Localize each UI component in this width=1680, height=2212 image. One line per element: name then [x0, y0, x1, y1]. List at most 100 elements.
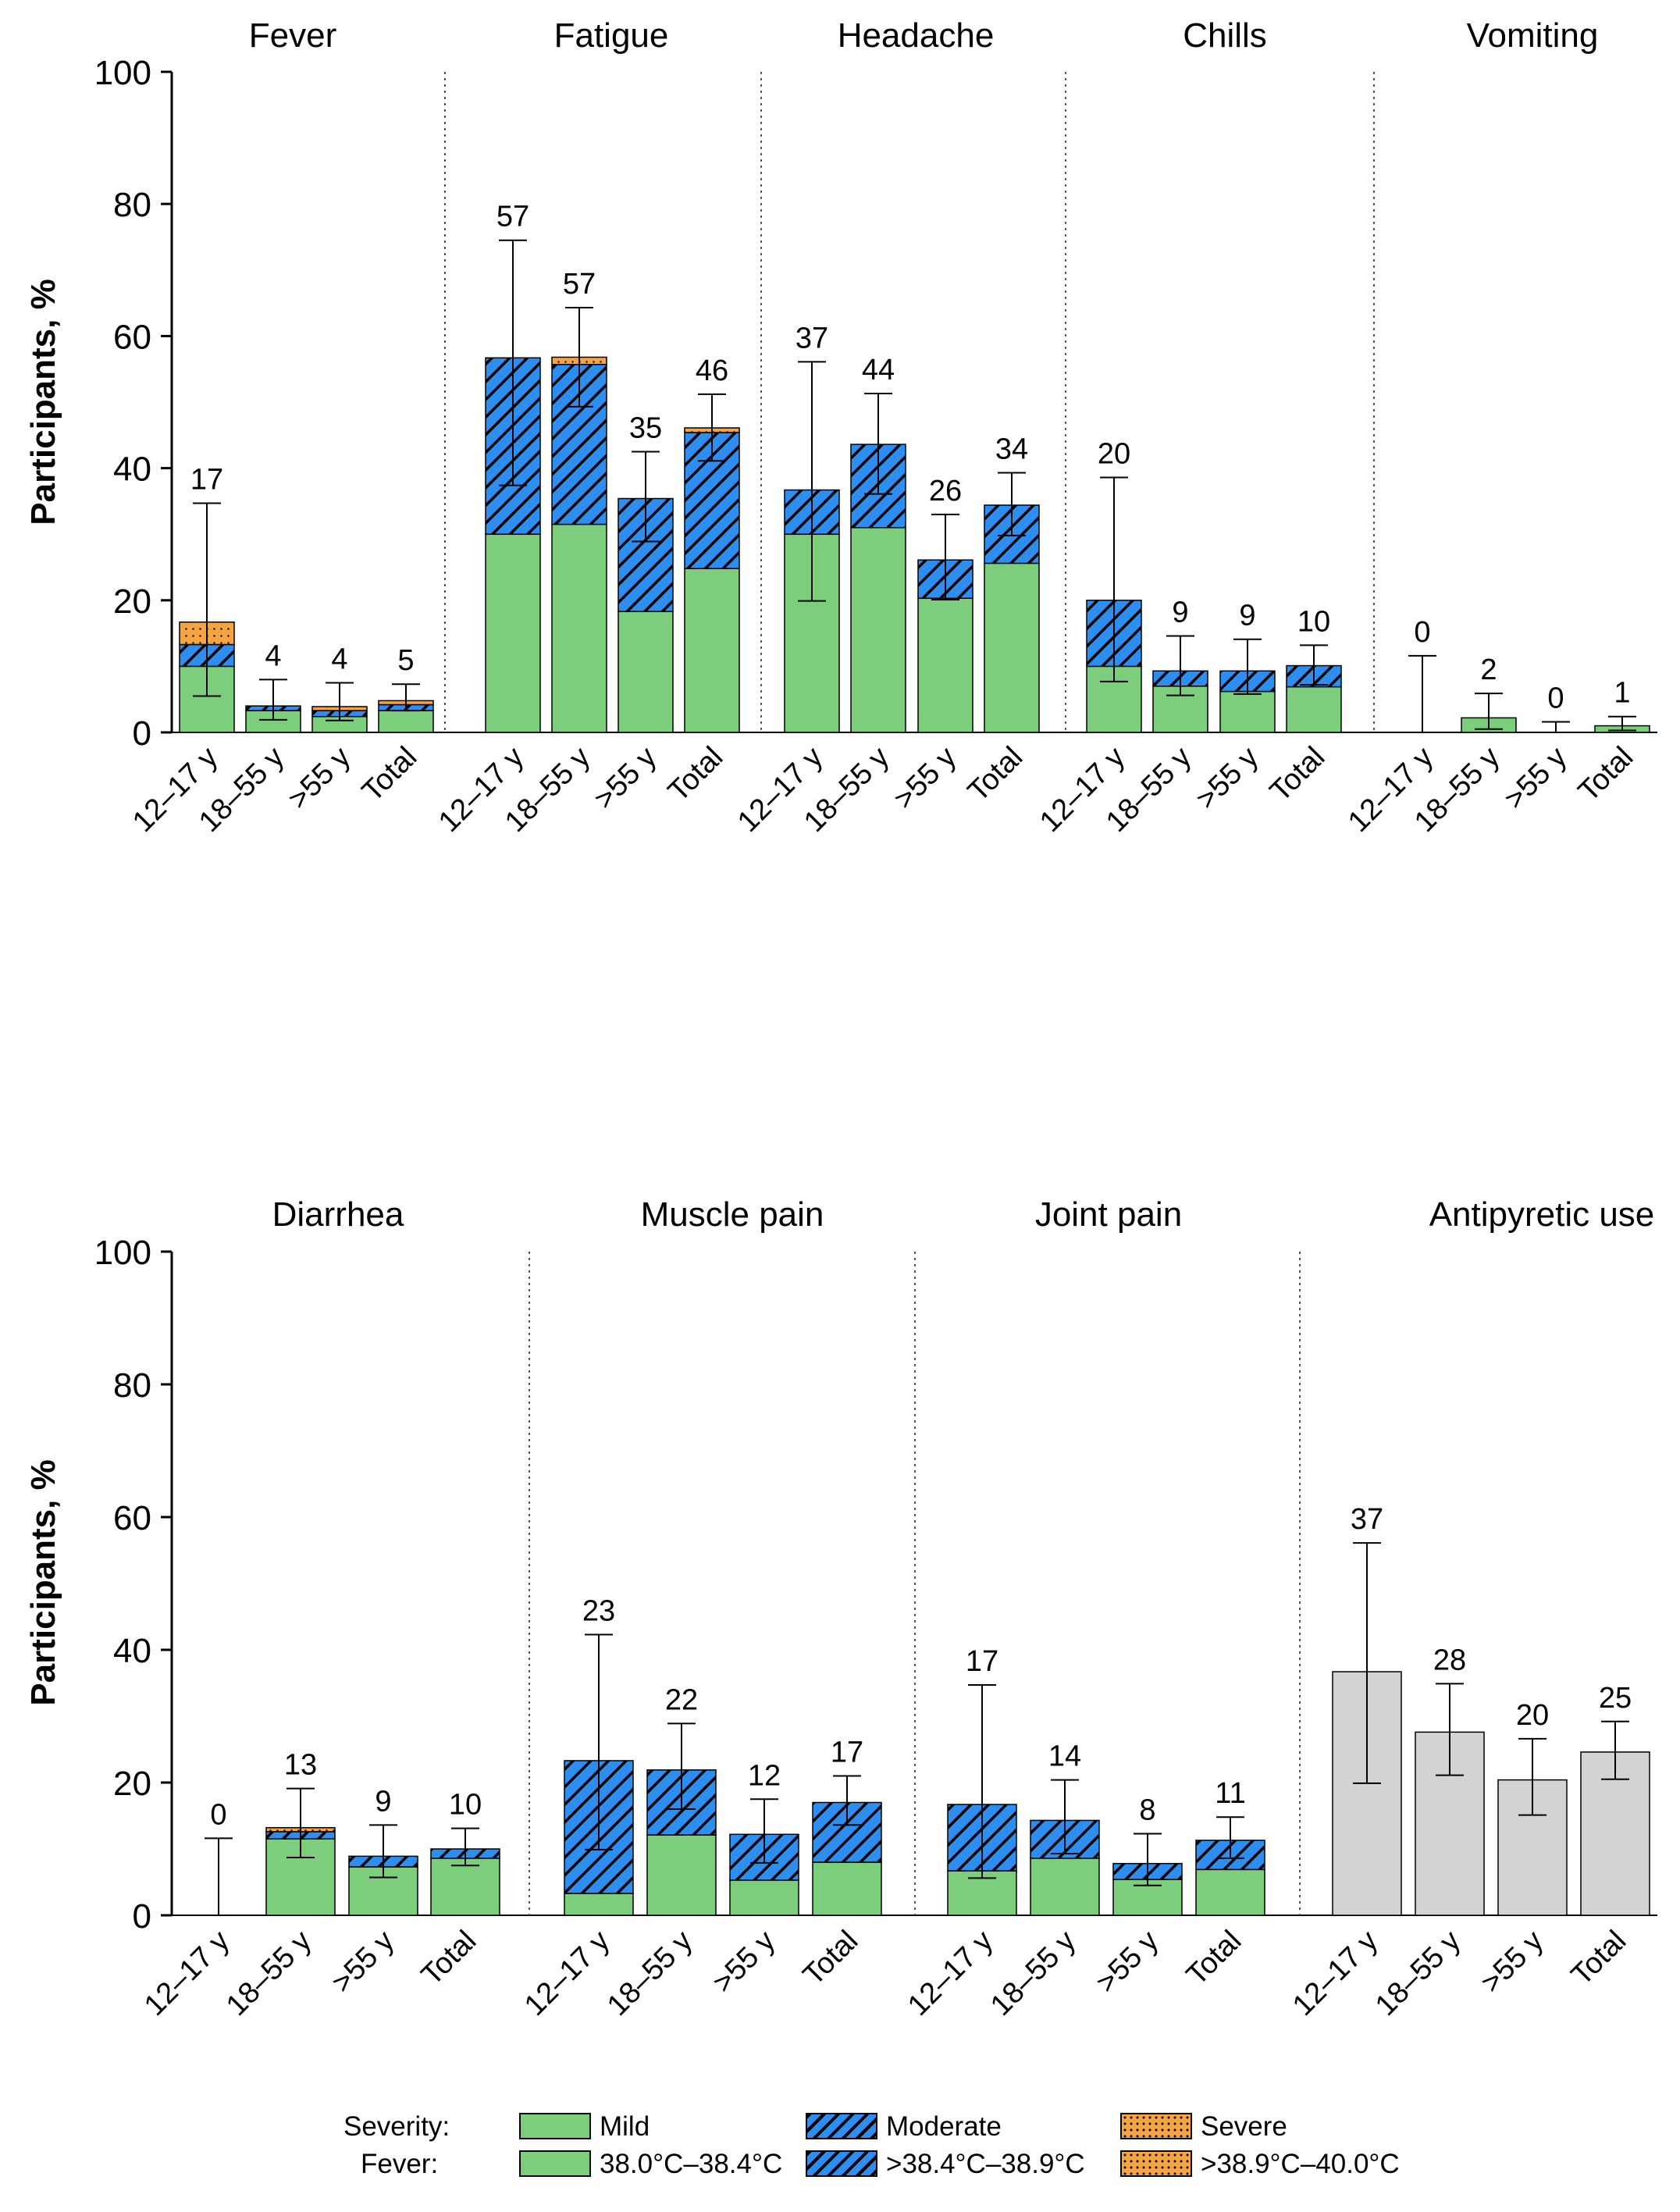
x-tick-label: Total [415, 1925, 482, 1992]
bar-group: 46 Total [662, 354, 740, 808]
group-title: Diarrhea [272, 1195, 404, 1234]
bar-mild [1030, 1858, 1100, 1916]
x-tick-label: Total [1180, 1925, 1248, 1992]
group-title: Headache [838, 16, 995, 55]
data-label: 57 [563, 268, 596, 301]
legend-fever-mild-swatch [519, 2150, 591, 2177]
bar-mild [984, 562, 1040, 733]
data-label: 20 [1098, 437, 1130, 470]
bar-group: 8 >55 y [1090, 1793, 1183, 2000]
bar-group: 9 >55 y [326, 1785, 418, 2000]
x-tick-label: 12–17 y [138, 1925, 236, 2022]
bar-mild [551, 523, 607, 733]
bar-moderate [812, 1801, 882, 1863]
bar-group: 10 Total [1264, 605, 1342, 808]
bar-group: 20 >55 y [1475, 1699, 1568, 2000]
data-label: 1 [1614, 677, 1630, 710]
bar-group: 0 >55 y [1498, 682, 1573, 815]
data-label: 9 [375, 1785, 391, 1818]
bar-mild [564, 1893, 634, 1916]
y-tick-label: 40 [113, 1632, 151, 1670]
data-label: 4 [265, 639, 281, 672]
bar-mild [812, 1861, 882, 1916]
x-tick-label: >55 y [588, 741, 663, 816]
x-tick-label: >55 y [1475, 1925, 1550, 2000]
data-label: 8 [1139, 1793, 1155, 1826]
x-tick-label: Total [662, 741, 729, 808]
bar-group: 218–55 y [1408, 654, 1517, 839]
y-tick-label: 40 [113, 451, 151, 489]
data-label: 20 [1516, 1699, 1549, 1732]
legend-severe-swatch [1120, 2113, 1192, 2139]
data-label: 17 [190, 463, 223, 496]
group-title: Chills [1183, 16, 1267, 55]
bar-mild [378, 710, 434, 733]
data-label: 57 [497, 201, 529, 233]
data-label: 5 [397, 644, 414, 677]
y-axis-title: Participants, % [24, 279, 62, 525]
bar-group: 12 >55 y [707, 1759, 799, 2000]
data-label: 28 [1433, 1644, 1466, 1676]
data-label: 37 [796, 322, 828, 354]
y-tick-label: 80 [113, 1366, 151, 1405]
group-title: Fatigue [554, 16, 669, 55]
y-tick-label: 80 [113, 186, 151, 224]
bar-mild [1195, 1868, 1265, 1916]
data-label: 14 [1048, 1740, 1081, 1773]
group-joint-pain: Joint pain 17 12–17 y 14 18–55 y 8 >55 y 11 Tota… [902, 1195, 1265, 2022]
bar-group: 23 12–17 y [518, 1594, 634, 2022]
y-tick-label: 100 [94, 1234, 151, 1272]
bar-mild [850, 526, 906, 733]
x-tick-label: >55 y [282, 741, 357, 816]
group-diarrhea: Diarrhea 0 12–17 y 13 18–55 y 9 >55 y 10 Total [138, 1195, 500, 2022]
bar-group: 13 18–55 y [220, 1749, 336, 2022]
x-tick-label: >55 y [888, 741, 963, 816]
bar-mild [684, 568, 740, 733]
x-tick-label: 18–55 y [984, 1925, 1082, 2022]
bar-group: 17 Total [797, 1736, 882, 1992]
legend-fever-label: Fever: [361, 2149, 439, 2179]
group-antipyretic-use: Antipyretic use 37 12–17 y 28 18–55 y 20 >55 y… [1287, 1195, 1654, 2022]
legend-mild-text: Mild [600, 2111, 650, 2142]
bar-mild [729, 1879, 799, 1916]
data-label: 10 [449, 1789, 482, 1822]
x-tick-label: Total [1264, 741, 1331, 808]
y-tick-label: 20 [113, 1765, 151, 1803]
x-tick-label: 12–17 y [902, 1925, 999, 2022]
y-tick-label: 20 [113, 582, 151, 621]
bar-group: 11 Total [1180, 1777, 1265, 1992]
x-tick-label: Total [356, 741, 423, 808]
data-label: 12 [748, 1759, 781, 1792]
data-label: 9 [1172, 596, 1188, 629]
legend-severity-label: Severity: [343, 2111, 450, 2142]
data-label: 0 [1414, 616, 1430, 649]
data-label: 34 [995, 433, 1028, 466]
y-tick-label: 0 [133, 1897, 151, 1936]
x-tick-label: >55 y [1190, 741, 1265, 816]
x-tick-label: Total [962, 741, 1029, 808]
data-label: 22 [665, 1683, 698, 1716]
x-tick-label: 12–17 y [1287, 1925, 1384, 2022]
legend-severe-text: Severe [1201, 2111, 1287, 2142]
data-label: 25 [1599, 1682, 1632, 1715]
group-title: Joint pain [1035, 1195, 1182, 1234]
y-tick-label: 60 [113, 318, 151, 356]
data-label: 13 [284, 1749, 317, 1782]
data-label: 44 [862, 354, 895, 386]
data-label: 26 [929, 475, 962, 508]
legend-moderate-text: Moderate [886, 2111, 1002, 2142]
y-tick-label: 100 [94, 54, 151, 92]
bar-group: 1 Total [1572, 677, 1650, 808]
legend-fever-severe-text: >38.9°C–40.0°C [1201, 2149, 1400, 2179]
data-label: 0 [1547, 682, 1564, 714]
x-tick-label: 18–55 y [220, 1925, 318, 2022]
bar-group: 5 Total [356, 644, 434, 808]
